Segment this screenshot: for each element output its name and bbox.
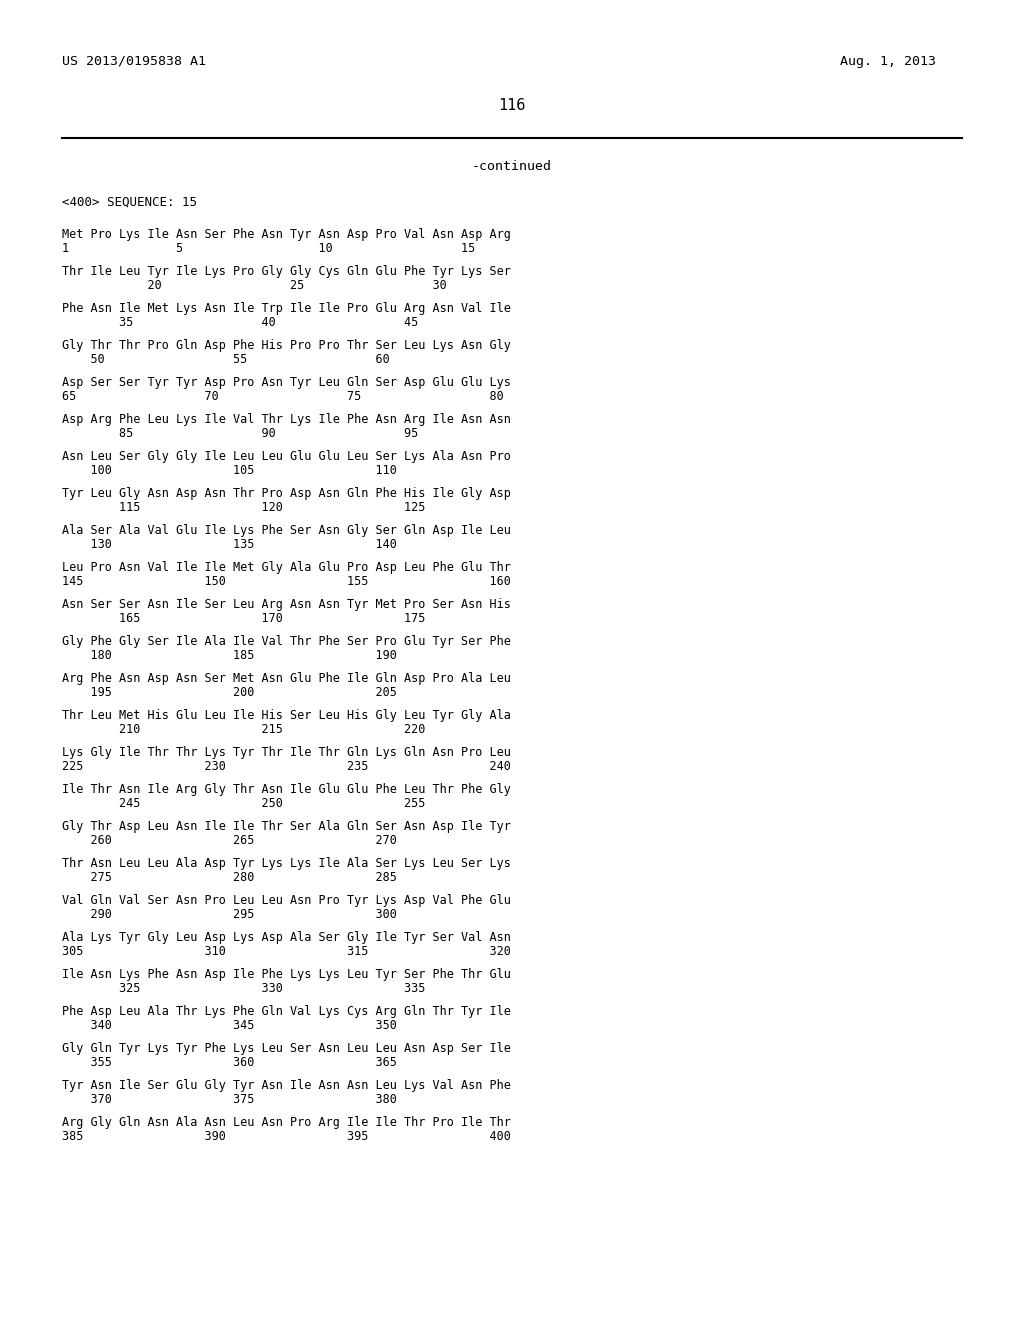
Text: 325                 330                 335: 325 330 335 — [62, 982, 425, 995]
Text: Asp Ser Ser Tyr Tyr Asp Pro Asn Tyr Leu Gln Ser Asp Glu Glu Lys: Asp Ser Ser Tyr Tyr Asp Pro Asn Tyr Leu … — [62, 376, 511, 389]
Text: Asn Ser Ser Asn Ile Ser Leu Arg Asn Asn Tyr Met Pro Ser Asn His: Asn Ser Ser Asn Ile Ser Leu Arg Asn Asn … — [62, 598, 511, 611]
Text: 165                 170                 175: 165 170 175 — [62, 612, 425, 624]
Text: 245                 250                 255: 245 250 255 — [62, 797, 425, 810]
Text: 275                 280                 285: 275 280 285 — [62, 871, 397, 884]
Text: 180                 185                 190: 180 185 190 — [62, 649, 397, 663]
Text: <400> SEQUENCE: 15: <400> SEQUENCE: 15 — [62, 195, 197, 209]
Text: 100                 105                 110: 100 105 110 — [62, 465, 397, 477]
Text: 85                  90                  95: 85 90 95 — [62, 426, 418, 440]
Text: 355                 360                 365: 355 360 365 — [62, 1056, 397, 1069]
Text: 385                 390                 395                 400: 385 390 395 400 — [62, 1130, 511, 1143]
Text: 20                  25                  30: 20 25 30 — [62, 279, 446, 292]
Text: 130                 135                 140: 130 135 140 — [62, 539, 397, 550]
Text: Thr Leu Met His Glu Leu Ile His Ser Leu His Gly Leu Tyr Gly Ala: Thr Leu Met His Glu Leu Ile His Ser Leu … — [62, 709, 511, 722]
Text: Leu Pro Asn Val Ile Ile Met Gly Ala Glu Pro Asp Leu Phe Glu Thr: Leu Pro Asn Val Ile Ile Met Gly Ala Glu … — [62, 561, 511, 574]
Text: Tyr Asn Ile Ser Glu Gly Tyr Asn Ile Asn Asn Leu Lys Val Asn Phe: Tyr Asn Ile Ser Glu Gly Tyr Asn Ile Asn … — [62, 1078, 511, 1092]
Text: Asp Arg Phe Leu Lys Ile Val Thr Lys Ile Phe Asn Arg Ile Asn Asn: Asp Arg Phe Leu Lys Ile Val Thr Lys Ile … — [62, 413, 511, 426]
Text: Ala Ser Ala Val Glu Ile Lys Phe Ser Asn Gly Ser Gln Asp Ile Leu: Ala Ser Ala Val Glu Ile Lys Phe Ser Asn … — [62, 524, 511, 537]
Text: Phe Asn Ile Met Lys Asn Ile Trp Ile Ile Pro Glu Arg Asn Val Ile: Phe Asn Ile Met Lys Asn Ile Trp Ile Ile … — [62, 302, 511, 315]
Text: US 2013/0195838 A1: US 2013/0195838 A1 — [62, 55, 206, 69]
Text: Ile Thr Asn Ile Arg Gly Thr Asn Ile Glu Glu Phe Leu Thr Phe Gly: Ile Thr Asn Ile Arg Gly Thr Asn Ile Glu … — [62, 783, 511, 796]
Text: Lys Gly Ile Thr Thr Lys Tyr Thr Ile Thr Gln Lys Gln Asn Pro Leu: Lys Gly Ile Thr Thr Lys Tyr Thr Ile Thr … — [62, 746, 511, 759]
Text: 340                 345                 350: 340 345 350 — [62, 1019, 397, 1032]
Text: 210                 215                 220: 210 215 220 — [62, 723, 425, 737]
Text: 50                  55                  60: 50 55 60 — [62, 352, 390, 366]
Text: Asn Leu Ser Gly Gly Ile Leu Leu Glu Glu Leu Ser Lys Ala Asn Pro: Asn Leu Ser Gly Gly Ile Leu Leu Glu Glu … — [62, 450, 511, 463]
Text: 370                 375                 380: 370 375 380 — [62, 1093, 397, 1106]
Text: 305                 310                 315                 320: 305 310 315 320 — [62, 945, 511, 958]
Text: 195                 200                 205: 195 200 205 — [62, 686, 397, 700]
Text: Arg Gly Gln Asn Ala Asn Leu Asn Pro Arg Ile Ile Thr Pro Ile Thr: Arg Gly Gln Asn Ala Asn Leu Asn Pro Arg … — [62, 1115, 511, 1129]
Text: Ala Lys Tyr Gly Leu Asp Lys Asp Ala Ser Gly Ile Tyr Ser Val Asn: Ala Lys Tyr Gly Leu Asp Lys Asp Ala Ser … — [62, 931, 511, 944]
Text: Val Gln Val Ser Asn Pro Leu Leu Asn Pro Tyr Lys Asp Val Phe Glu: Val Gln Val Ser Asn Pro Leu Leu Asn Pro … — [62, 894, 511, 907]
Text: 116: 116 — [499, 98, 525, 114]
Text: Gly Phe Gly Ser Ile Ala Ile Val Thr Phe Ser Pro Glu Tyr Ser Phe: Gly Phe Gly Ser Ile Ala Ile Val Thr Phe … — [62, 635, 511, 648]
Text: Gly Gln Tyr Lys Tyr Phe Lys Leu Ser Asn Leu Leu Asn Asp Ser Ile: Gly Gln Tyr Lys Tyr Phe Lys Leu Ser Asn … — [62, 1041, 511, 1055]
Text: Thr Asn Leu Leu Ala Asp Tyr Lys Lys Ile Ala Ser Lys Leu Ser Lys: Thr Asn Leu Leu Ala Asp Tyr Lys Lys Ile … — [62, 857, 511, 870]
Text: Phe Asp Leu Ala Thr Lys Phe Gln Val Lys Cys Arg Gln Thr Tyr Ile: Phe Asp Leu Ala Thr Lys Phe Gln Val Lys … — [62, 1005, 511, 1018]
Text: Tyr Leu Gly Asn Asp Asn Thr Pro Asp Asn Gln Phe His Ile Gly Asp: Tyr Leu Gly Asn Asp Asn Thr Pro Asp Asn … — [62, 487, 511, 500]
Text: Gly Thr Thr Pro Gln Asp Phe His Pro Pro Thr Ser Leu Lys Asn Gly: Gly Thr Thr Pro Gln Asp Phe His Pro Pro … — [62, 339, 511, 352]
Text: Arg Phe Asn Asp Asn Ser Met Asn Glu Phe Ile Gln Asp Pro Ala Leu: Arg Phe Asn Asp Asn Ser Met Asn Glu Phe … — [62, 672, 511, 685]
Text: 35                  40                  45: 35 40 45 — [62, 315, 418, 329]
Text: 260                 265                 270: 260 265 270 — [62, 834, 397, 847]
Text: Ile Asn Lys Phe Asn Asp Ile Phe Lys Lys Leu Tyr Ser Phe Thr Glu: Ile Asn Lys Phe Asn Asp Ile Phe Lys Lys … — [62, 968, 511, 981]
Text: 145                 150                 155                 160: 145 150 155 160 — [62, 576, 511, 587]
Text: 225                 230                 235                 240: 225 230 235 240 — [62, 760, 511, 774]
Text: 1               5                   10                  15: 1 5 10 15 — [62, 242, 475, 255]
Text: Aug. 1, 2013: Aug. 1, 2013 — [840, 55, 936, 69]
Text: -continued: -continued — [472, 160, 552, 173]
Text: 115                 120                 125: 115 120 125 — [62, 502, 425, 513]
Text: 290                 295                 300: 290 295 300 — [62, 908, 397, 921]
Text: Gly Thr Asp Leu Asn Ile Ile Thr Ser Ala Gln Ser Asn Asp Ile Tyr: Gly Thr Asp Leu Asn Ile Ile Thr Ser Ala … — [62, 820, 511, 833]
Text: 65                  70                  75                  80: 65 70 75 80 — [62, 389, 504, 403]
Text: Thr Ile Leu Tyr Ile Lys Pro Gly Gly Cys Gln Glu Phe Tyr Lys Ser: Thr Ile Leu Tyr Ile Lys Pro Gly Gly Cys … — [62, 265, 511, 279]
Text: Met Pro Lys Ile Asn Ser Phe Asn Tyr Asn Asp Pro Val Asn Asp Arg: Met Pro Lys Ile Asn Ser Phe Asn Tyr Asn … — [62, 228, 511, 242]
